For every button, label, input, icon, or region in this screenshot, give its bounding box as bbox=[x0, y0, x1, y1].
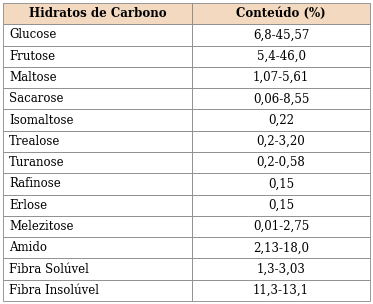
Bar bbox=[192, 46, 370, 67]
Text: Glucose: Glucose bbox=[9, 29, 56, 41]
Bar bbox=[192, 237, 370, 258]
Text: Rafinose: Rafinose bbox=[9, 178, 61, 190]
Text: 6,8-45,57: 6,8-45,57 bbox=[253, 29, 309, 41]
Text: 0,06-8,55: 0,06-8,55 bbox=[253, 92, 309, 105]
Text: 0,15: 0,15 bbox=[268, 199, 294, 212]
Bar bbox=[192, 67, 370, 88]
Text: Erlose: Erlose bbox=[9, 199, 47, 212]
Text: 2,13-18,0: 2,13-18,0 bbox=[253, 241, 309, 254]
Bar bbox=[192, 152, 370, 173]
Bar bbox=[3, 152, 192, 173]
Bar bbox=[192, 258, 370, 280]
Text: 1,3-3,03: 1,3-3,03 bbox=[257, 263, 305, 275]
Bar bbox=[3, 216, 192, 237]
Bar bbox=[192, 24, 370, 46]
Text: 0,15: 0,15 bbox=[268, 178, 294, 190]
Bar bbox=[192, 3, 370, 24]
Bar bbox=[3, 67, 192, 88]
Text: Melezitose: Melezitose bbox=[9, 220, 73, 233]
Text: Fibra Solúvel: Fibra Solúvel bbox=[9, 263, 89, 275]
Bar bbox=[192, 216, 370, 237]
Text: 0,2-0,58: 0,2-0,58 bbox=[257, 156, 305, 169]
Bar bbox=[192, 195, 370, 216]
Text: 0,22: 0,22 bbox=[268, 114, 294, 126]
Text: 1,07-5,61: 1,07-5,61 bbox=[253, 71, 309, 84]
Text: Frutose: Frutose bbox=[9, 50, 55, 63]
Bar bbox=[3, 195, 192, 216]
Bar bbox=[192, 131, 370, 152]
Bar bbox=[3, 280, 192, 301]
Bar bbox=[3, 237, 192, 258]
Bar bbox=[3, 131, 192, 152]
Bar bbox=[3, 173, 192, 195]
Text: Conteúdo (%): Conteúdo (%) bbox=[236, 7, 326, 20]
Bar bbox=[192, 173, 370, 195]
Text: 5,4-46,0: 5,4-46,0 bbox=[257, 50, 305, 63]
Bar bbox=[3, 46, 192, 67]
Bar bbox=[3, 88, 192, 109]
Bar bbox=[192, 88, 370, 109]
Text: 0,2-3,20: 0,2-3,20 bbox=[257, 135, 305, 148]
Text: Maltose: Maltose bbox=[9, 71, 57, 84]
Text: Isomaltose: Isomaltose bbox=[9, 114, 73, 126]
Text: Fibra Insolúvel: Fibra Insolúvel bbox=[9, 284, 99, 297]
Text: Amido: Amido bbox=[9, 241, 47, 254]
Text: Hidratos de Carbono: Hidratos de Carbono bbox=[29, 7, 166, 20]
Text: Sacarose: Sacarose bbox=[9, 92, 63, 105]
Text: 0,01-2,75: 0,01-2,75 bbox=[253, 220, 309, 233]
Bar bbox=[192, 280, 370, 301]
Bar bbox=[3, 3, 192, 24]
Text: Trealose: Trealose bbox=[9, 135, 60, 148]
Text: Turanose: Turanose bbox=[9, 156, 65, 169]
Bar bbox=[192, 109, 370, 131]
Bar bbox=[3, 258, 192, 280]
Text: 11,3-13,1: 11,3-13,1 bbox=[253, 284, 309, 297]
Bar bbox=[3, 109, 192, 131]
Bar bbox=[3, 24, 192, 46]
